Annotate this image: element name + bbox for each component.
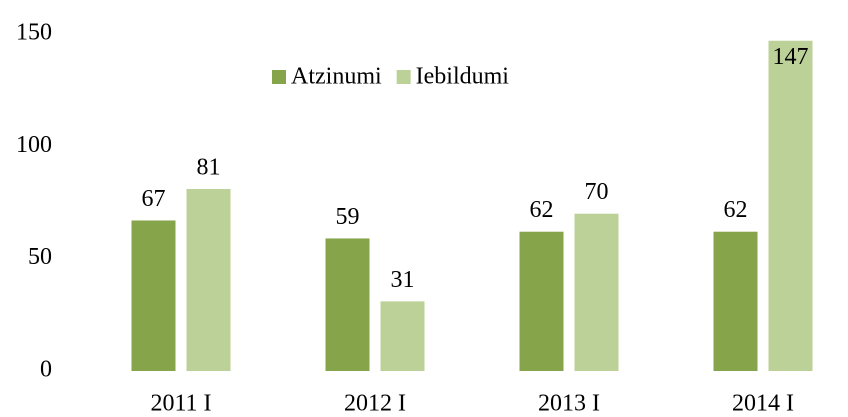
- value-label: 62: [530, 197, 554, 223]
- value-label: 81: [197, 155, 221, 181]
- legend-label: Atzinumi: [291, 64, 382, 90]
- bar: [186, 189, 231, 371]
- value-label: 59: [336, 204, 360, 230]
- bar: [131, 220, 176, 371]
- legend-label: Iebildumi: [416, 64, 510, 90]
- bar: [519, 231, 564, 371]
- y-tick-label: 100: [16, 132, 52, 158]
- x-tick-label: 2011 I: [150, 391, 211, 417]
- value-label: 147: [773, 44, 809, 70]
- value-label: 67: [142, 186, 166, 212]
- bar: [574, 213, 619, 371]
- legend-swatch: [272, 70, 286, 84]
- bar: [768, 40, 813, 372]
- y-tick-label: 150: [16, 20, 52, 46]
- bar: [713, 231, 758, 371]
- value-label: 70: [585, 179, 609, 205]
- y-tick-label: 50: [28, 244, 52, 270]
- legend-swatch: [396, 70, 411, 84]
- x-tick-label: 2012 I: [344, 391, 406, 417]
- value-label: 31: [391, 267, 415, 293]
- bar: [325, 238, 370, 371]
- y-tick-label: 0: [40, 357, 52, 383]
- x-tick-label: 2014 I: [732, 391, 794, 417]
- x-tick-label: 2013 I: [538, 391, 600, 417]
- value-label: 62: [724, 197, 748, 223]
- bar: [380, 301, 425, 371]
